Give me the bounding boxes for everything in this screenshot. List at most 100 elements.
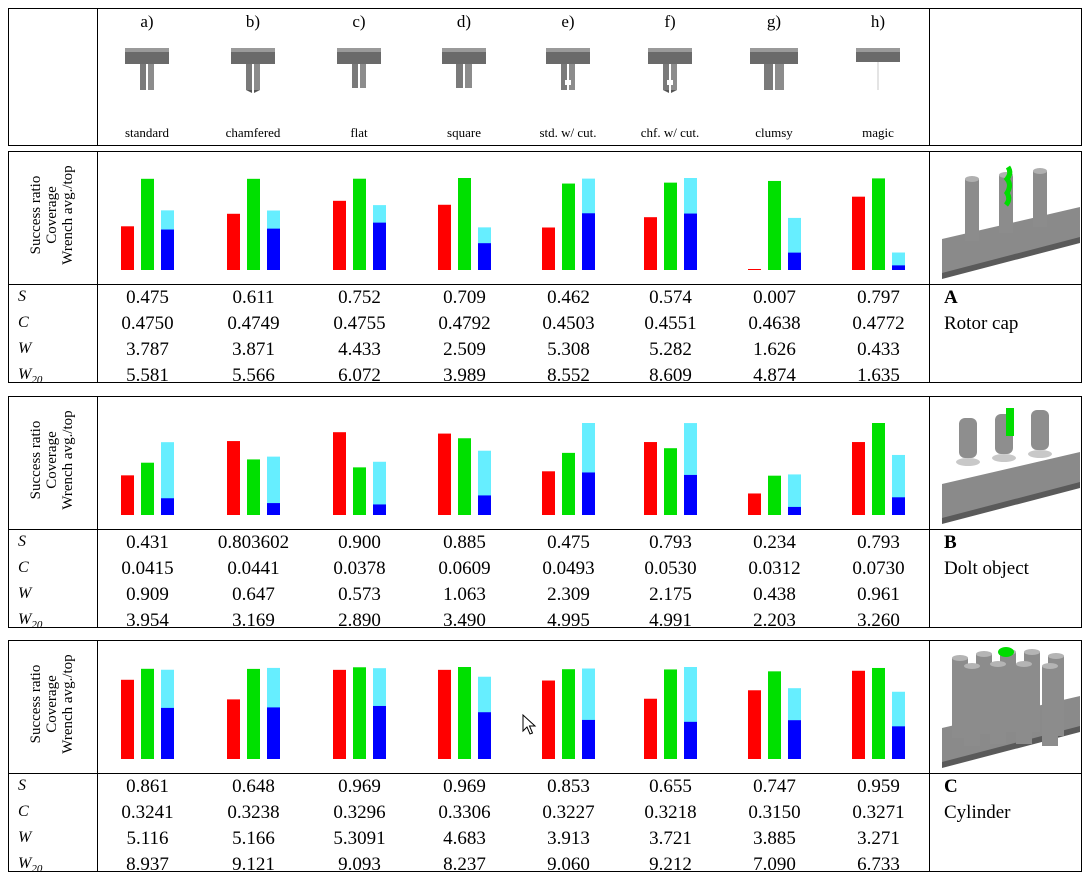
success-bar xyxy=(227,213,240,270)
wrench-avg-bar xyxy=(582,719,595,759)
metric-value-cell: 0.3306 xyxy=(438,802,491,823)
section-divider-left xyxy=(97,396,98,628)
metric-row-label: C xyxy=(18,314,29,331)
success-bar xyxy=(852,670,865,759)
metric-row-label: C xyxy=(18,803,29,820)
metric-value-cell: 0.3271 xyxy=(852,802,905,823)
object-section-box xyxy=(8,151,1082,383)
object-id: B xyxy=(944,532,957,553)
metric-value-cell: 0.475 xyxy=(126,287,169,308)
metric-value-cell: 3.885 xyxy=(753,828,796,849)
gripper-letter: d) xyxy=(456,12,472,31)
metric-value-cell: 1.626 xyxy=(753,339,796,360)
wrench-avg-bar xyxy=(161,498,174,515)
coverage-bar xyxy=(664,448,677,515)
header-box xyxy=(8,8,1082,146)
gripper-name: chamfered xyxy=(225,125,281,140)
gripper-letter: g) xyxy=(766,12,782,31)
metric-row-label: S xyxy=(18,777,26,794)
gripper-model-icon xyxy=(856,48,900,90)
metric-row-label: W20 xyxy=(18,366,42,386)
metric-value-cell: 0.4638 xyxy=(748,313,801,334)
metric-value-cell: 9.212 xyxy=(649,854,692,875)
object-name: Dolt object xyxy=(944,558,1029,579)
wrench-avg-bar xyxy=(478,243,491,270)
coverage-bar xyxy=(141,668,154,759)
section-divider-right xyxy=(929,640,930,872)
metric-value-cell: 5.3091 xyxy=(333,828,386,849)
wrench-avg-bar xyxy=(478,712,491,759)
metric-row-label-main: W xyxy=(18,366,32,383)
object-id: A xyxy=(944,287,958,308)
metric-bar-chart xyxy=(121,423,905,515)
metric-value-cell: 1.635 xyxy=(857,365,900,386)
object-thumbnail-image xyxy=(942,165,1080,279)
wrench-avg-bar xyxy=(788,252,801,270)
metric-value-cell: 2.175 xyxy=(649,584,692,605)
metric-value-cell: 8.237 xyxy=(443,854,486,875)
object-name: Rotor cap xyxy=(944,313,1019,334)
metric-row-label-main: W xyxy=(18,855,32,872)
metric-value-cell: 0.433 xyxy=(857,339,900,360)
gripper-letter: f) xyxy=(664,12,676,31)
wrench-avg-bar xyxy=(684,213,697,270)
wrench-avg-bar xyxy=(892,497,905,515)
metric-row-label-main: W xyxy=(18,611,32,628)
success-bar xyxy=(748,690,761,759)
metric-value-cell: 0.0493 xyxy=(542,558,595,579)
metric-value-cell: 5.116 xyxy=(126,828,169,849)
metric-value-cell: 3.721 xyxy=(649,828,692,849)
metric-axis-label-line: Success ratio xyxy=(28,420,44,500)
header-divider-right xyxy=(929,8,930,146)
wrench-top-bar xyxy=(161,442,174,515)
success-bar xyxy=(333,432,346,515)
wrench-avg-bar xyxy=(267,503,280,515)
header-divider-left xyxy=(97,8,98,146)
coverage-bar xyxy=(247,459,260,515)
success-bar xyxy=(542,680,555,759)
metric-row-label: W xyxy=(18,340,32,357)
coverage-bar xyxy=(141,178,154,270)
metric-value-cell: 0.3150 xyxy=(748,802,801,823)
wrench-avg-bar xyxy=(582,213,595,270)
metric-value-cell: 5.566 xyxy=(232,365,275,386)
metric-value-cell: 3.260 xyxy=(857,610,900,631)
metric-value-cell: 0.959 xyxy=(857,776,900,797)
object-thumbnail-image xyxy=(942,408,1080,524)
success-bar xyxy=(121,226,134,270)
metric-value-cell: 5.581 xyxy=(126,365,169,386)
metric-value-cell: 2.509 xyxy=(443,339,486,360)
metric-value-cell: 5.308 xyxy=(547,339,590,360)
metric-value-cell: 5.166 xyxy=(232,828,275,849)
coverage-bar xyxy=(562,452,575,515)
metric-row-label-sub: 20 xyxy=(31,863,43,876)
coverage-bar xyxy=(353,467,366,515)
metric-axis-label-line: Wrench avg./top xyxy=(60,410,76,510)
metric-value-cell: 0.4792 xyxy=(438,313,491,334)
coverage-bar xyxy=(458,667,471,759)
metric-value-cell: 0.0730 xyxy=(852,558,905,579)
metric-value-cell: 0.3296 xyxy=(333,802,386,823)
metric-value-cell: 0.4755 xyxy=(333,313,386,334)
metric-value-cell: 0.0312 xyxy=(748,558,801,579)
gripper-letter: a) xyxy=(140,12,154,31)
wrench-top-bar xyxy=(788,474,801,515)
success-bar xyxy=(644,698,657,759)
metric-value-cell: 0.3238 xyxy=(227,802,280,823)
metric-value-cell: 1.063 xyxy=(443,584,486,605)
metric-value-cell: 4.683 xyxy=(443,828,486,849)
metric-value-cell: 3.871 xyxy=(232,339,275,360)
success-bar xyxy=(644,442,657,515)
wrench-avg-bar xyxy=(892,726,905,759)
metric-value-cell: 7.090 xyxy=(753,854,796,875)
gripper-name: standard xyxy=(124,125,170,140)
metric-value-cell: 9.093 xyxy=(338,854,381,875)
metric-value-cell: 3.989 xyxy=(443,365,486,386)
wrench-avg-bar xyxy=(267,228,280,270)
coverage-bar xyxy=(353,667,366,759)
success-bar xyxy=(227,699,240,759)
metric-axis-label-line: Coverage xyxy=(44,186,60,244)
metric-value-cell: 6.072 xyxy=(338,365,381,386)
metric-value-cell: 0.4750 xyxy=(121,313,174,334)
metric-value-cell: 0.861 xyxy=(126,776,169,797)
